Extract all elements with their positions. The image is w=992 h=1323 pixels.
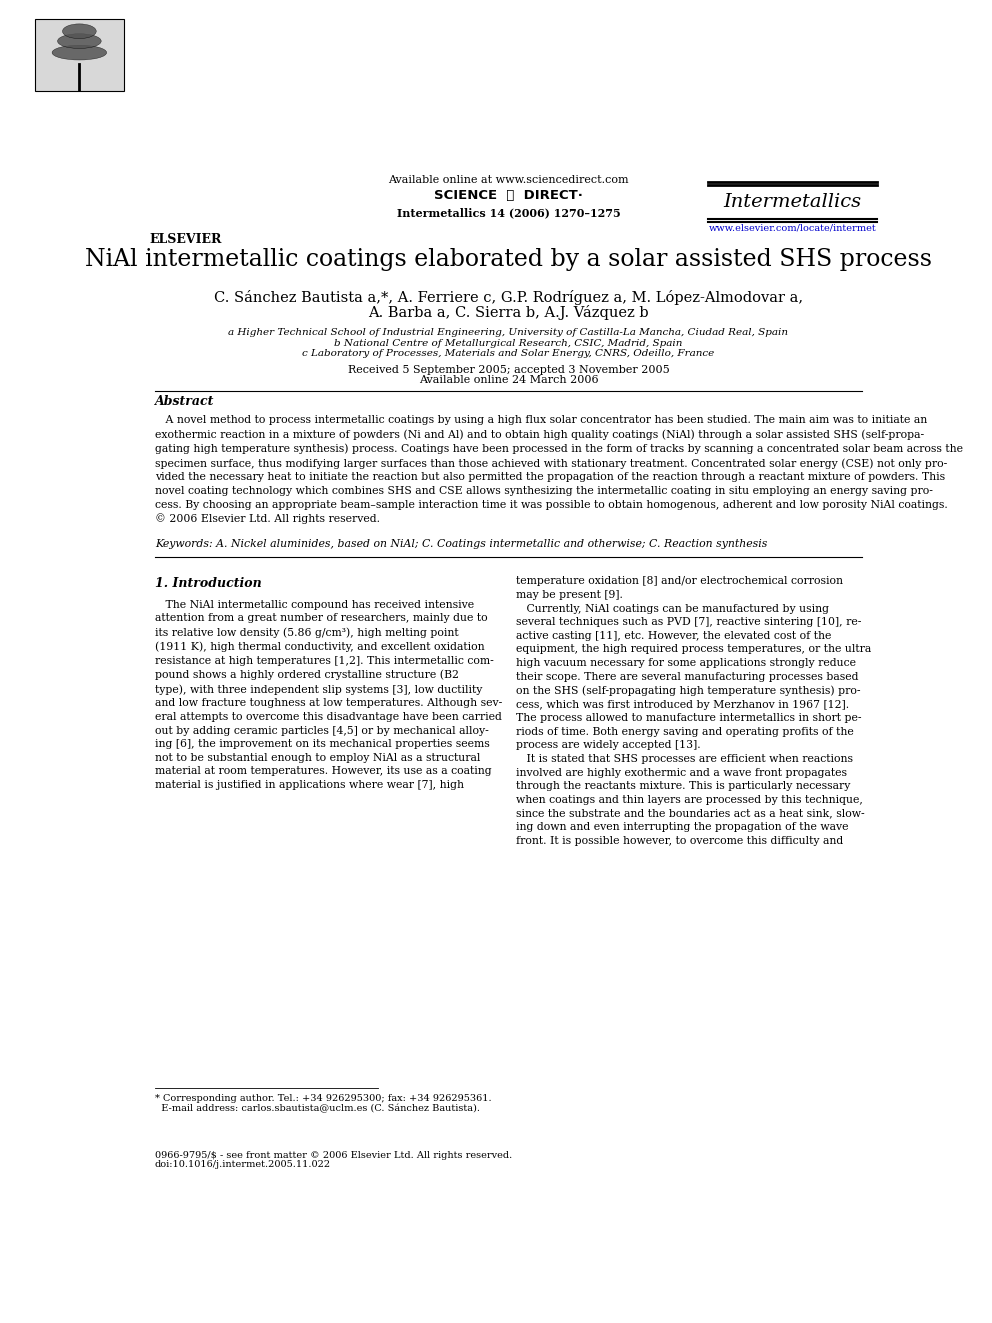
Text: b National Centre of Metallurgical Research, CSIC, Madrid, Spain: b National Centre of Metallurgical Resea… — [334, 339, 682, 348]
Text: E-mail address: carlos.sbautista@uclm.es (C. Sánchez Bautista).: E-mail address: carlos.sbautista@uclm.es… — [155, 1105, 480, 1114]
Text: 0966-9795/$ - see front matter © 2006 Elsevier Ltd. All rights reserved.: 0966-9795/$ - see front matter © 2006 El… — [155, 1151, 512, 1159]
Text: 1. Introduction: 1. Introduction — [155, 577, 262, 590]
Ellipse shape — [62, 24, 96, 38]
Text: Intermetallics: Intermetallics — [724, 193, 862, 210]
Text: Received 5 September 2005; accepted 3 November 2005: Received 5 September 2005; accepted 3 No… — [347, 365, 670, 374]
Text: Available online 24 March 2006: Available online 24 March 2006 — [419, 374, 598, 385]
Text: SCIENCE  ⓐ  DIRECT·: SCIENCE ⓐ DIRECT· — [434, 189, 583, 202]
Text: C. Sánchez Bautista a,*, A. Ferriere c, G.P. Rodríguez a, M. López-Almodovar a,: C. Sánchez Bautista a,*, A. Ferriere c, … — [214, 290, 803, 304]
Text: c Laboratory of Processes, Materials and Solar Energy, CNRS, Odeillo, France: c Laboratory of Processes, Materials and… — [303, 349, 714, 357]
Ellipse shape — [58, 33, 101, 49]
Text: Available online at www.sciencedirect.com: Available online at www.sciencedirect.co… — [388, 175, 629, 185]
Text: www.elsevier.com/locate/intermet: www.elsevier.com/locate/intermet — [709, 224, 877, 233]
Text: Intermetallics 14 (2006) 1270–1275: Intermetallics 14 (2006) 1270–1275 — [397, 208, 620, 218]
Bar — [35, 19, 124, 91]
Text: a Higher Technical School of Industrial Engineering, University of Castilla-La M: a Higher Technical School of Industrial … — [228, 328, 789, 337]
Text: A. Barba a, C. Sierra b, A.J. Vázquez b: A. Barba a, C. Sierra b, A.J. Vázquez b — [368, 306, 649, 320]
Text: Keywords: A. Nickel aluminides, based on NiAl; C. Coatings intermetallic and oth: Keywords: A. Nickel aluminides, based on… — [155, 538, 767, 549]
Text: Abstract: Abstract — [155, 394, 214, 407]
Text: * Corresponding author. Tel.: +34 926295300; fax: +34 926295361.: * Corresponding author. Tel.: +34 926295… — [155, 1094, 491, 1103]
Text: temperature oxidation [8] and/or electrochemical corrosion
may be present [9].
 : temperature oxidation [8] and/or electro… — [516, 577, 871, 845]
Text: ELSEVIER: ELSEVIER — [150, 233, 221, 246]
Text: The NiAl intermetallic compound has received intensive
attention from a great nu: The NiAl intermetallic compound has rece… — [155, 599, 502, 790]
Text: A novel method to process intermetallic coatings by using a high flux solar conc: A novel method to process intermetallic … — [155, 415, 963, 524]
Text: doi:10.1016/j.intermet.2005.11.022: doi:10.1016/j.intermet.2005.11.022 — [155, 1160, 331, 1168]
Ellipse shape — [53, 45, 107, 60]
Text: NiAl intermetallic coatings elaborated by a solar assisted SHS process: NiAl intermetallic coatings elaborated b… — [85, 249, 931, 271]
